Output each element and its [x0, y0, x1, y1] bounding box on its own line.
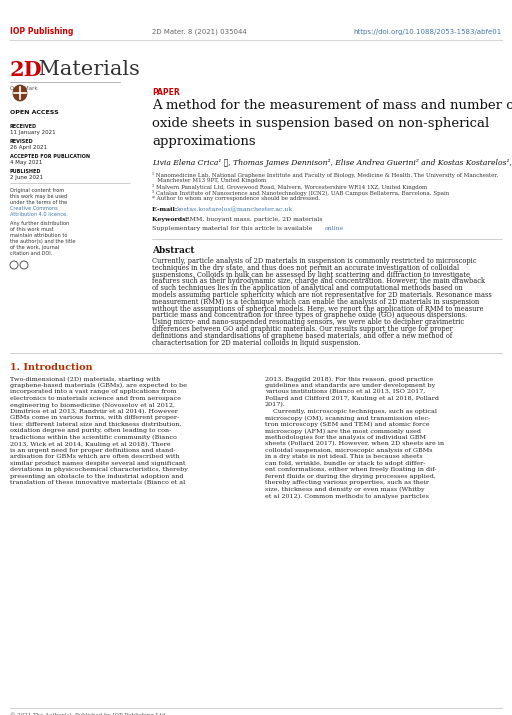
Text: colloidal suspension, microscopic analysis of GBMs: colloidal suspension, microscopic analys… — [265, 448, 433, 453]
Text: deviations in physicochemical characteristics, thereby: deviations in physicochemical characteri… — [10, 468, 188, 473]
Text: 2017).: 2017). — [265, 403, 286, 408]
Text: IOP Publishing: IOP Publishing — [10, 27, 73, 36]
Text: approximations: approximations — [152, 135, 255, 148]
Text: 2013, Wick et al 2014, Kauling et al 2018). There: 2013, Wick et al 2014, Kauling et al 201… — [10, 441, 170, 447]
Text: Keywords:: Keywords: — [152, 217, 190, 222]
Text: of this work must: of this work must — [10, 227, 54, 232]
Text: without the assumptions of spherical models. Here, we report the application of : without the assumptions of spherical mod… — [152, 305, 483, 312]
Text: Livia Elena Crica¹ ⓨ, Thomas James Dennison², Elise Andrea Guerini² and Kostas K: Livia Elena Crica¹ ⓨ, Thomas James Denni… — [152, 159, 512, 167]
Text: citation and DOI.: citation and DOI. — [10, 251, 52, 256]
Text: presenting an obstacle to the industrial adoption and: presenting an obstacle to the industrial… — [10, 474, 183, 479]
Text: can fold, wrinkle, bundle or stack to adopt differ-: can fold, wrinkle, bundle or stack to ad… — [265, 461, 425, 466]
Text: sheets (Pollard 2017). However, when 2D sheets are in: sheets (Pollard 2017). However, when 2D … — [265, 441, 444, 447]
Text: measurement (RMM) is a technique which can enable the analysis of 2D materials i: measurement (RMM) is a technique which c… — [152, 298, 479, 306]
Text: et al 2012). Common methods to analyse particles: et al 2012). Common methods to analyse p… — [265, 493, 429, 498]
Text: ferent fluids or during the drying processes applied,: ferent fluids or during the drying proce… — [265, 474, 436, 479]
Text: A method for the measurement of mass and number of graphene: A method for the measurement of mass and… — [152, 99, 512, 112]
Text: oxide sheets in suspension based on non-spherical: oxide sheets in suspension based on non-… — [152, 117, 489, 130]
Text: size, thickness and density or even mass (Whitby: size, thickness and density or even mass… — [265, 487, 424, 492]
Text: ACCEPTED FOR PUBLICATION: ACCEPTED FOR PUBLICATION — [10, 154, 90, 159]
Text: graphene-based materials (GBMs), are expected to be: graphene-based materials (GBMs), are exp… — [10, 383, 187, 388]
Text: Using micro- and nano-suspended resonating sensors, we were able to decipher gra: Using micro- and nano-suspended resonati… — [152, 318, 464, 326]
Text: online: online — [325, 226, 344, 231]
Text: characterisation for 2D material colloids in liquid suspension.: characterisation for 2D material colloid… — [152, 339, 360, 347]
Text: this work may be used: this work may be used — [10, 194, 67, 199]
Text: various institutions (Bianco et al 2013, ISO 2017,: various institutions (Bianco et al 2013,… — [265, 390, 425, 395]
Text: guidelines and standards are under development by: guidelines and standards are under devel… — [265, 383, 435, 388]
Text: the author(s) and the title: the author(s) and the title — [10, 239, 75, 244]
Text: ² Malvern Panalytical Ltd, Grovewood Road, Malvern, Worcestershire WR14 1XZ, Uni: ² Malvern Panalytical Ltd, Grovewood Roa… — [152, 184, 427, 190]
Text: incorporated into a vast range of applications from: incorporated into a vast range of applic… — [10, 390, 177, 395]
Text: Abstract: Abstract — [152, 246, 195, 255]
Text: tradictions within the scientific community (Bianco: tradictions within the scientific commun… — [10, 435, 177, 440]
Text: thereby affecting various properties, such as their: thereby affecting various properties, su… — [265, 480, 429, 485]
Text: OPEN ACCESS: OPEN ACCESS — [10, 110, 59, 115]
Text: ent conformations, either when freely floating in dif-: ent conformations, either when freely fl… — [265, 468, 437, 473]
Text: Currently, particle analysis of 2D materials in suspension is commonly restricte: Currently, particle analysis of 2D mater… — [152, 257, 477, 265]
Text: 2D: 2D — [10, 60, 42, 80]
Text: Any further distribution: Any further distribution — [10, 221, 69, 226]
Text: 11 January 2021: 11 January 2021 — [10, 130, 56, 135]
Text: GBMs come in various forms, with different proper-: GBMs come in various forms, with differe… — [10, 415, 179, 420]
Text: oxidation degree and purity, often leading to con-: oxidation degree and purity, often leadi… — [10, 428, 171, 433]
Text: Original content from: Original content from — [10, 188, 64, 193]
Text: 1. Introduction: 1. Introduction — [10, 363, 93, 373]
Text: of the work, journal: of the work, journal — [10, 245, 59, 250]
Text: 26 April 2021: 26 April 2021 — [10, 145, 47, 150]
Text: electronics to materials science and from aerospace: electronics to materials science and fro… — [10, 396, 181, 401]
Text: models assuming particle sphericity which are not representative for 2D material: models assuming particle sphericity whic… — [152, 291, 492, 299]
Text: translation of these innovative materials (Bianco et al: translation of these innovative material… — [10, 480, 185, 485]
Text: Manchester M13 9PT, United Kingdom: Manchester M13 9PT, United Kingdom — [152, 178, 266, 183]
Text: ³ Catalan Institute of Nanoscience and Nanotechnology (ICN2), UAB Campus Bellate: ³ Catalan Institute of Nanoscience and N… — [152, 190, 449, 196]
Text: definitions and standardisations of graphene based materials, and offer a new me: definitions and standardisations of grap… — [152, 332, 452, 340]
Text: 2 June 2021: 2 June 2021 — [10, 175, 43, 180]
Text: engineering to biomedicine (Novoselov et al 2012,: engineering to biomedicine (Novoselov et… — [10, 403, 175, 408]
Text: PUBLISHED: PUBLISHED — [10, 169, 41, 174]
Text: Materials: Materials — [32, 60, 140, 79]
Text: RECEIVED: RECEIVED — [10, 124, 37, 129]
Text: under the terms of the: under the terms of the — [10, 200, 67, 205]
Text: Pollard and Clifford 2017, Kauling et al 2018, Pollard: Pollard and Clifford 2017, Kauling et al… — [265, 396, 439, 401]
Text: microscopy (AFM) are the most commonly used: microscopy (AFM) are the most commonly u… — [265, 428, 421, 434]
Text: https://doi.org/10.1088/2053-1583/abfe01: https://doi.org/10.1088/2053-1583/abfe01 — [354, 29, 502, 35]
Text: PAPER: PAPER — [152, 88, 180, 97]
Text: Dimitrios et al 2013, Randviir et al 2014). However: Dimitrios et al 2013, Randviir et al 201… — [10, 409, 178, 414]
Text: suspensions. Colloids in bulk can be assessed by light scattering and diffractio: suspensions. Colloids in bulk can be ass… — [152, 270, 470, 279]
Text: ties: different lateral size and thickness distribution,: ties: different lateral size and thickne… — [10, 422, 181, 427]
Text: techniques in the dry state, and thus does not permit an accurate investigation : techniques in the dry state, and thus do… — [152, 264, 459, 272]
Text: ardisation for GBMs which are often described with: ardisation for GBMs which are often desc… — [10, 455, 180, 460]
Text: Supplementary material for this article is available: Supplementary material for this article … — [152, 226, 314, 231]
Text: in a dry state is not ideal. This is because sheets: in a dry state is not ideal. This is bec… — [265, 455, 422, 460]
Text: is an urgent need for proper definitions and stand-: is an urgent need for proper definitions… — [10, 448, 176, 453]
Text: 2D Mater. 8 (2021) 035044: 2D Mater. 8 (2021) 035044 — [152, 29, 247, 35]
Text: 2013, Baggild 2018). For this reason, good practice: 2013, Baggild 2018). For this reason, go… — [265, 376, 433, 382]
Text: Creative Commons: Creative Commons — [10, 206, 58, 211]
Text: 4 May 2021: 4 May 2021 — [10, 160, 42, 165]
Text: ¹ Nanomedicine Lab, National Graphene Institute and Faculty of Biology, Medicine: ¹ Nanomedicine Lab, National Graphene In… — [152, 172, 498, 178]
Text: maintain attribution to: maintain attribution to — [10, 233, 68, 238]
Text: CrossMark: CrossMark — [10, 86, 38, 91]
Text: kostas.kostarelos@manchester.ac.uk: kostas.kostarelos@manchester.ac.uk — [177, 207, 293, 212]
Text: methodologies for the analysis of individual GBM: methodologies for the analysis of indivi… — [265, 435, 426, 440]
Text: REVISED: REVISED — [10, 139, 34, 144]
Text: Currently, microscopic techniques, such as optical: Currently, microscopic techniques, such … — [265, 409, 437, 414]
Text: Attribution 4.0 licence.: Attribution 4.0 licence. — [10, 212, 68, 217]
Text: Two-dimensional (2D) materials, starting with: Two-dimensional (2D) materials, starting… — [10, 376, 160, 382]
Ellipse shape — [13, 85, 27, 101]
Text: of such techniques lies in the application of analytical and computational metho: of such techniques lies in the applicati… — [152, 284, 463, 292]
Text: similar product names despite several and significant: similar product names despite several an… — [10, 461, 185, 466]
Text: tron microscopy (SEM and TEM) and atomic force: tron microscopy (SEM and TEM) and atomic… — [265, 422, 430, 427]
Text: E-mail:: E-mail: — [152, 207, 179, 212]
Text: particle mass and concentration for three types of graphene oxide (GO) aqueous d: particle mass and concentration for thre… — [152, 312, 467, 320]
Text: © 2021 The Author(s). Published by IOP Publishing Ltd: © 2021 The Author(s). Published by IOP P… — [10, 712, 165, 715]
Text: microscopy (OM), scanning and transmission elec-: microscopy (OM), scanning and transmissi… — [265, 415, 430, 420]
Text: features such as their hydrodynamic size, charge and concentration. However, the: features such as their hydrodynamic size… — [152, 277, 485, 285]
Text: differences between GO and graphitic materials. Our results support the urge for: differences between GO and graphitic mat… — [152, 325, 453, 333]
Text: RMM, buoyant mass, particle, 2D materials: RMM, buoyant mass, particle, 2D material… — [185, 217, 323, 222]
Text: * Author to whom any correspondence should be addressed.: * Author to whom any correspondence shou… — [152, 196, 320, 201]
